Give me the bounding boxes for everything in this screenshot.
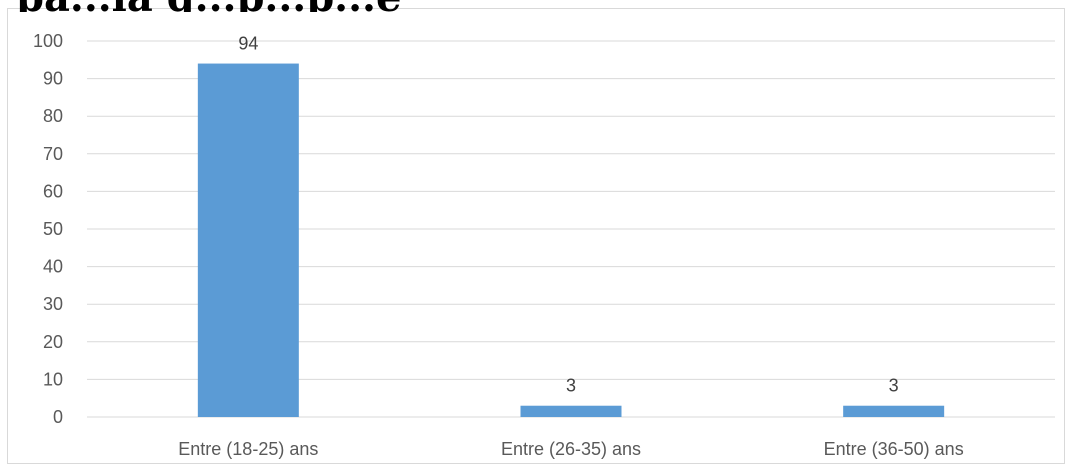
x-category-label: Entre (36-50) ans (824, 439, 964, 459)
y-tick-label: 50 (43, 219, 63, 239)
data-label: 94 (238, 34, 258, 54)
chart-frame (7, 8, 1065, 464)
y-tick-label: 30 (43, 294, 63, 314)
y-tick-label: 70 (43, 144, 63, 164)
data-label: 3 (566, 376, 576, 396)
data-label: 3 (889, 376, 899, 396)
y-tick-label: 60 (43, 181, 63, 201)
x-category-label: Entre (26-35) ans (501, 439, 641, 459)
y-tick-label: 80 (43, 106, 63, 126)
y-tick-label: 100 (33, 31, 63, 51)
y-axis: 0 10 20 30 40 50 60 70 80 90 100 (33, 31, 63, 427)
bar (520, 405, 622, 417)
y-tick-label: 20 (43, 332, 63, 352)
y-tick-label: 10 (43, 369, 63, 389)
y-tick-label: 40 (43, 257, 63, 277)
bar (843, 405, 945, 417)
x-axis: Entre (18-25) ans Entre (26-35) ans Entre … (178, 439, 963, 459)
bar (197, 63, 299, 418)
y-tick-label: 0 (53, 407, 63, 427)
x-category-label: Entre (18-25) ans (178, 439, 318, 459)
clipped-page-title: pa...la g...p...p...e (16, 0, 401, 12)
bars (197, 63, 945, 418)
y-tick-label: 90 (43, 69, 63, 89)
data-labels: 94 3 3 (238, 34, 898, 396)
